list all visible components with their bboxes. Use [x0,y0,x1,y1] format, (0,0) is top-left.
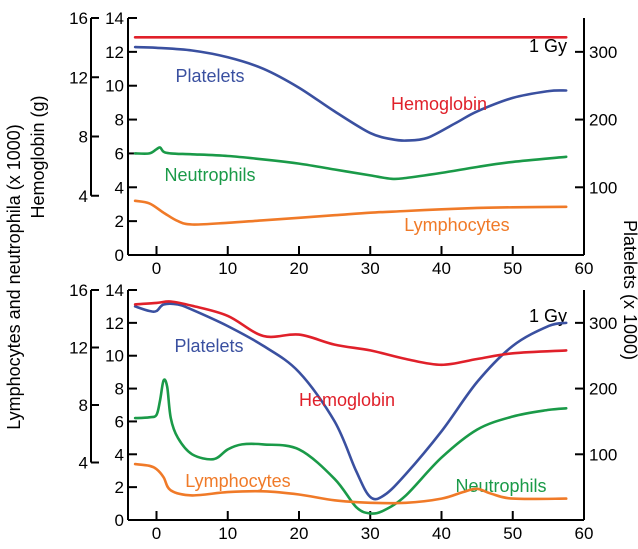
neutrophils-line [133,146,568,181]
left-tick-label: 0 [115,246,124,265]
left-tick-label: 0 [115,511,124,530]
left-tick-label: 10 [105,77,124,96]
dose-label: 1 Gy [529,306,567,326]
left-tick-label: 2 [115,212,124,231]
x-tick-label: 50 [503,524,522,543]
right-tick-label: 200 [589,111,617,130]
hemoglobin-line [133,300,568,367]
lymphocytes-label: Lymphocytes [404,215,509,235]
x-tick-label: 60 [575,259,594,278]
hemoglobin-tick-label: 12 [69,339,88,358]
left-tick-label: 6 [115,144,124,163]
bottom-panel: 0 2 4 6 8 10 12 14 0 10 20 30 40 50 60 100 200 300 4 8 12 16 1… [69,281,617,543]
hemoglobin-tick-label: 4 [79,454,88,473]
x-tick-label: 40 [432,259,451,278]
platelets-label: Platelets [175,66,244,86]
right-axis-title: Platelets (x 1000) [620,220,638,360]
x-tick-label: 10 [218,524,237,543]
neutrophils-label: Neutrophils [164,165,255,185]
lymphocytes-line [133,462,568,505]
x-tick-label: 30 [361,524,380,543]
hemoglobin-tick-label: 8 [79,396,88,415]
right-tick-label: 300 [589,314,617,333]
left-tick-label: 8 [115,380,124,399]
x-tick-label: 10 [218,259,237,278]
left-tick-label: 14 [105,9,124,28]
neutrophils-line [133,378,568,515]
left-tick-label: 4 [115,445,124,464]
right-tick-label: 100 [589,178,617,197]
hemoglobin-label: Hemoglobin [391,94,487,114]
left-tick-label: 4 [115,178,124,197]
hemoglobin-tick-label: 4 [79,187,88,206]
neutrophils-label: Neutrophils [455,476,546,496]
hemoglobin-tick-label: 12 [69,68,88,87]
left-tick-label: 2 [115,478,124,497]
top-panel: 0 2 4 6 8 10 12 14 0 10 20 30 40 50 60 100 200 300 4 8 12 16 1… [69,9,617,278]
lymphocytes-label: Lymphocytes [185,471,290,491]
hemoglobin-tick-label: 16 [69,281,88,300]
left-tick-label: 10 [105,347,124,366]
platelets-line [133,302,568,501]
left-tick-label: 6 [115,412,124,431]
left-inner-axis-title: Hemoglobin (g) [28,95,48,218]
left-outer-axis-title: Lymphocytes and neutrophila (x 1000) [4,124,24,430]
left-tick-label: 14 [105,281,124,300]
dose-label: 1 Gy [529,36,567,56]
right-tick-label: 200 [589,380,617,399]
platelets-label: Platelets [174,336,243,356]
x-tick-label: 60 [575,524,594,543]
hemoglobin-label: Hemoglobin [299,390,395,410]
hemoglobin-tick-label: 16 [69,9,88,28]
x-tick-label: 40 [432,524,451,543]
right-tick-label: 100 [589,445,617,464]
left-tick-label: 12 [105,314,124,333]
x-tick-label: 0 [152,259,161,278]
x-tick-label: 50 [503,259,522,278]
x-tick-label: 20 [290,524,309,543]
x-tick-label: 30 [361,259,380,278]
x-tick-label: 20 [290,259,309,278]
left-tick-label: 8 [115,111,124,130]
lymphocytes-line [133,199,568,226]
hemoglobin-tick-label: 8 [79,128,88,147]
right-tick-label: 300 [589,43,617,62]
platelets-line [133,45,568,142]
left-tick-label: 12 [105,43,124,62]
x-tick-label: 0 [152,524,161,543]
